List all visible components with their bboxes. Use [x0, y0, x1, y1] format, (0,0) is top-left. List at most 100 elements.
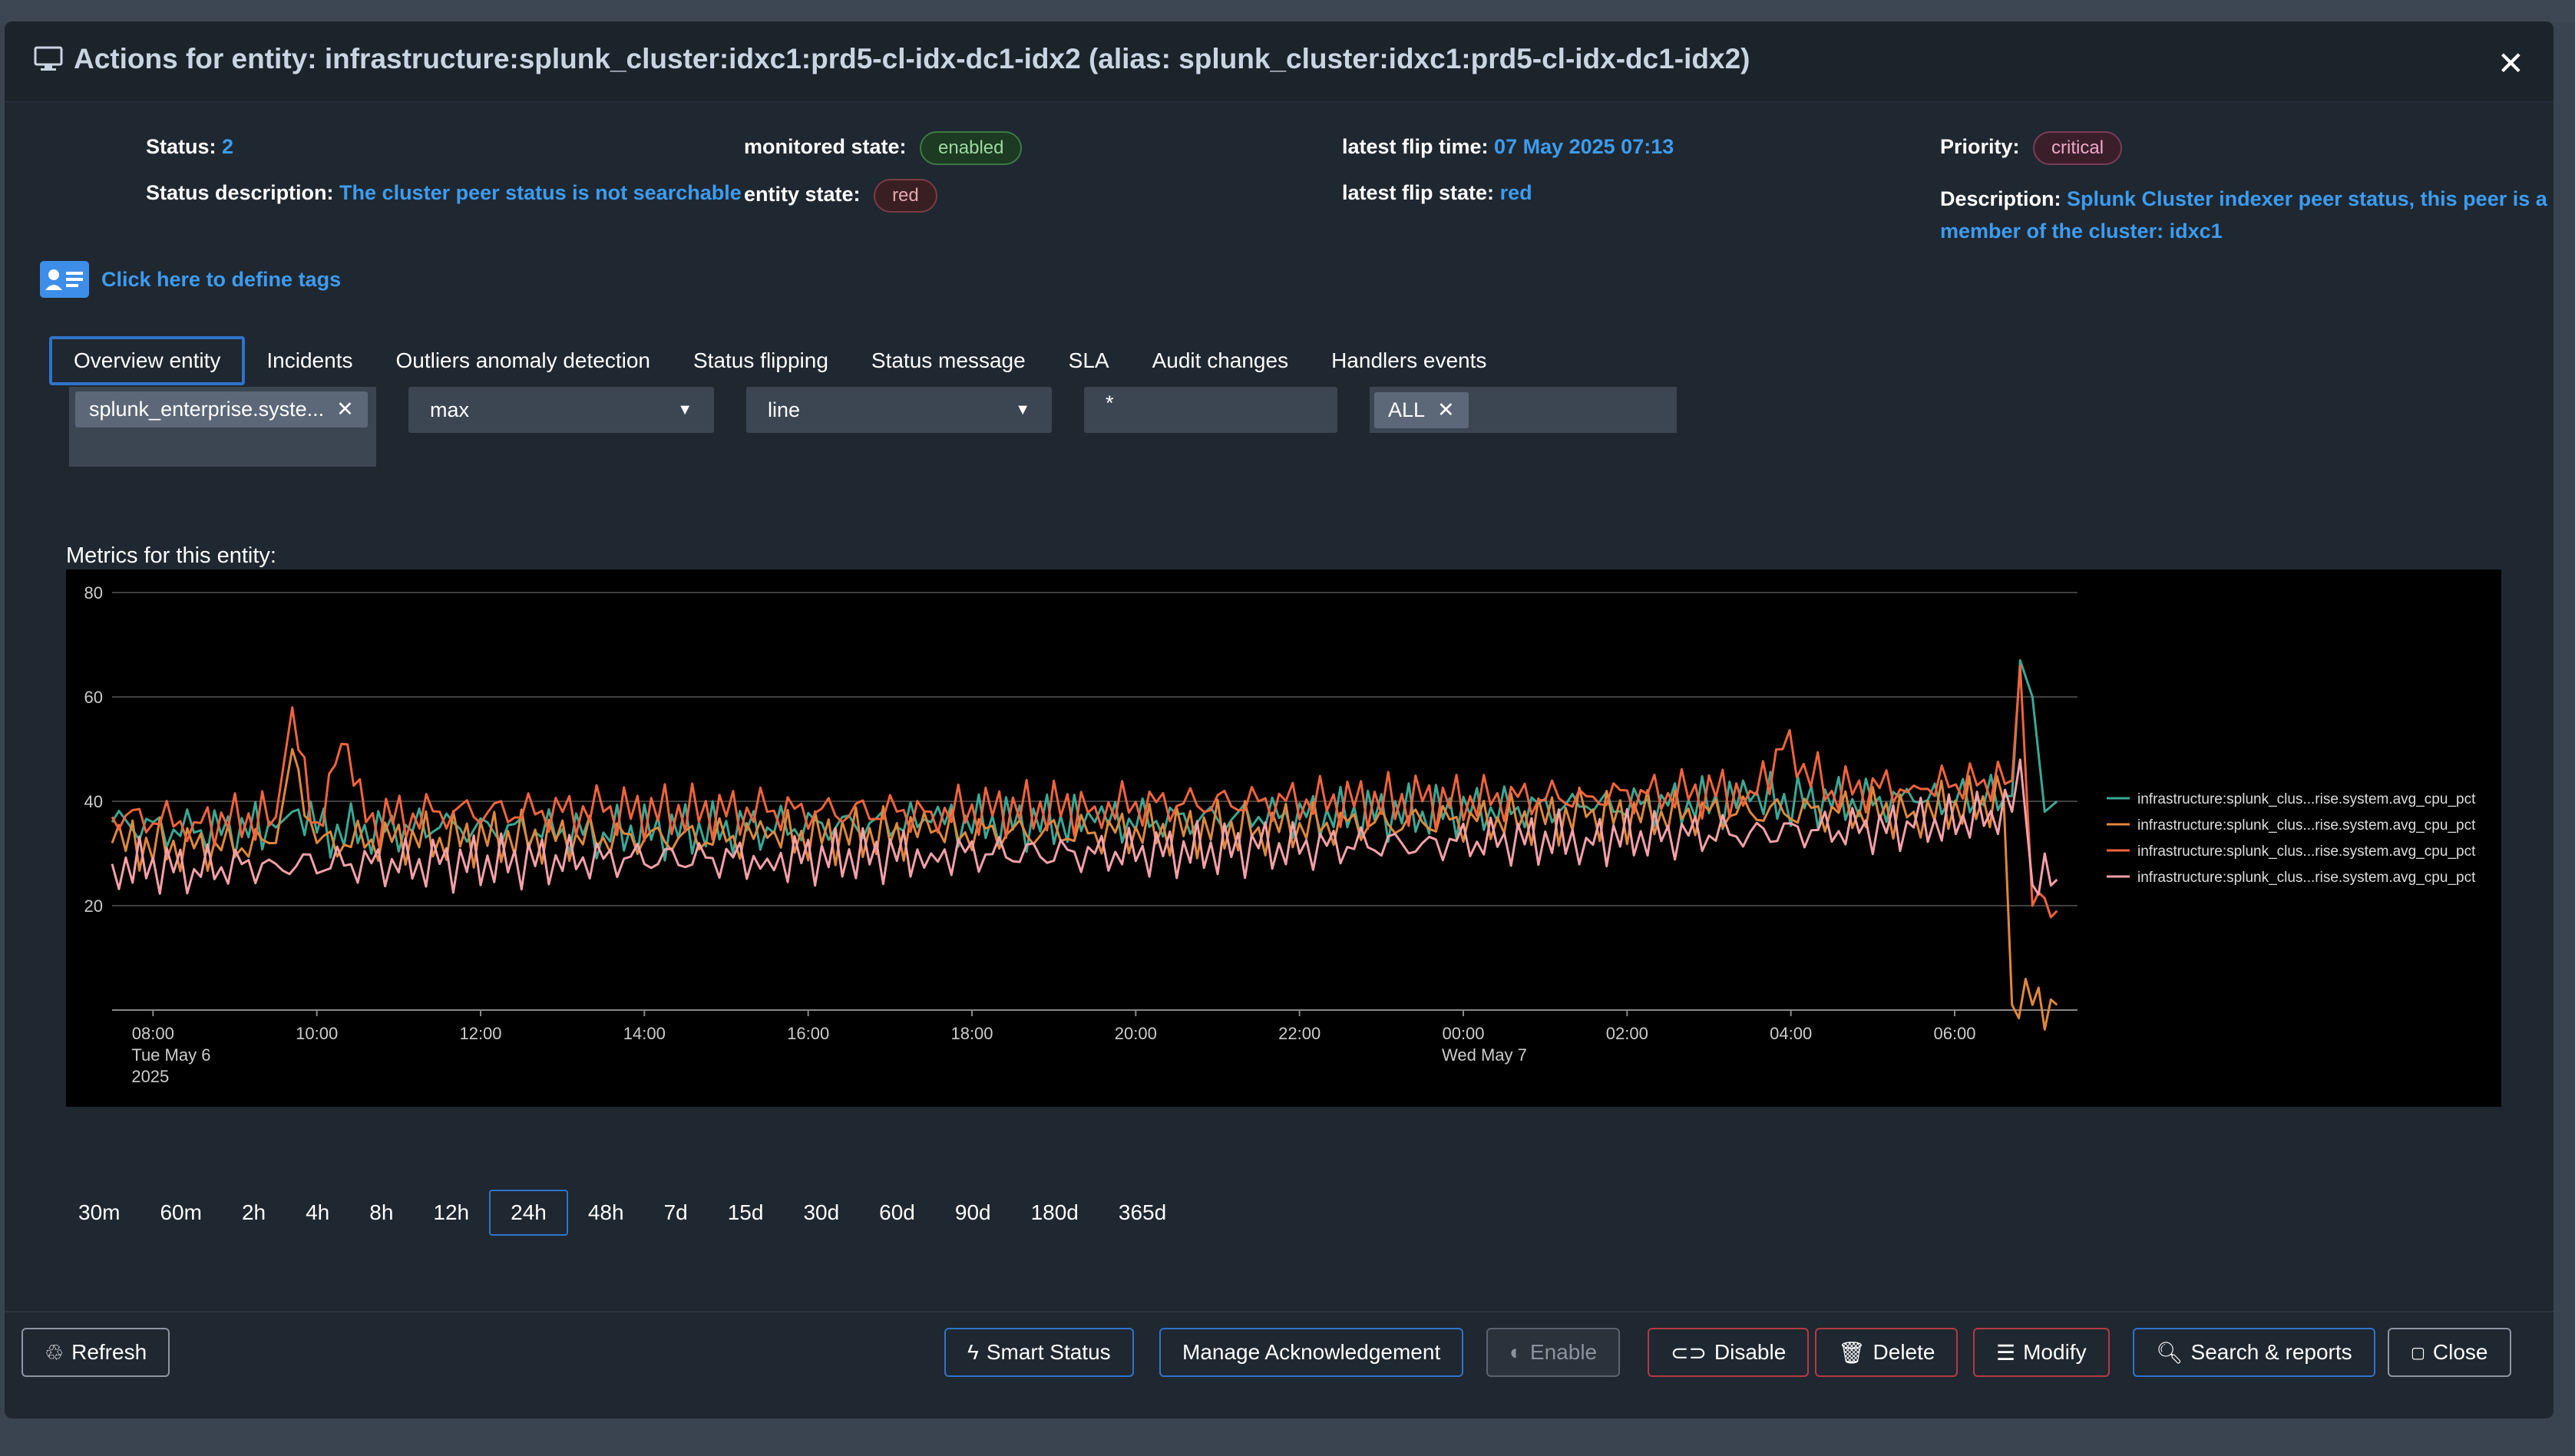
aggregation-value: max: [430, 398, 470, 421]
tab-outliers[interactable]: Outliers anomaly detection: [395, 348, 650, 372]
x-tick-label: 02:00: [1606, 1024, 1648, 1043]
remove-chip-icon[interactable]: ✕: [1437, 398, 1455, 421]
priority-field: Priority: critical: [1940, 131, 2123, 165]
range-30m[interactable]: 30m: [78, 1200, 121, 1224]
priority-badge: critical: [2033, 131, 2123, 165]
range-7d[interactable]: 7d: [663, 1200, 688, 1224]
range-48h[interactable]: 48h: [587, 1200, 624, 1224]
range-2h[interactable]: 2h: [241, 1200, 266, 1224]
enable-button[interactable]: ◐ Enable: [1486, 1328, 1621, 1377]
priority-label: Priority:: [1940, 135, 2020, 159]
metric-chip-label: splunk_enterprise.syste...: [89, 398, 325, 421]
caret-down-icon: ▼: [1015, 401, 1030, 418]
smart-status-button[interactable]: ϟ Smart Status: [944, 1328, 1134, 1377]
refresh-button[interactable]: ♲ Refresh: [21, 1328, 170, 1377]
delete-button[interactable]: 🗑 Delete: [1815, 1328, 1959, 1377]
y-tick-label: 80: [84, 583, 103, 603]
handlers-multiselect[interactable]: ALL ✕: [1370, 387, 1677, 433]
close-label: Close: [2432, 1340, 2488, 1364]
manage-ack-label: Manage Acknowledgement: [1182, 1340, 1441, 1364]
range-60d[interactable]: 60d: [879, 1200, 915, 1224]
enable-label: Enable: [1529, 1340, 1598, 1364]
monitor-icon: [34, 46, 63, 71]
x-tick-sublabel: 2025: [131, 1067, 169, 1086]
manage-acknowledgement-button[interactable]: Manage Acknowledgement: [1159, 1328, 1464, 1377]
disable-button[interactable]: ⊂⊃ Disable: [1648, 1328, 1810, 1377]
modal-title: Actions for entity: infrastructure:splun…: [34, 43, 1750, 75]
x-tick-label: 14:00: [623, 1024, 666, 1043]
tab-handlers-events[interactable]: Handlers events: [1331, 348, 1487, 372]
range-60m[interactable]: 60m: [160, 1200, 202, 1224]
search-reports-button[interactable]: 🔍︎ Search & reports: [2133, 1328, 2375, 1377]
flip-state-label: latest flip state:: [1342, 181, 1495, 204]
series-line: [111, 748, 2058, 1031]
legend-label: infrastructure:splunk_clus...rise.system…: [2137, 817, 2476, 834]
description-value-line1: Splunk Cluster indexer peer status, this…: [2067, 187, 2547, 210]
smart-status-label: Smart Status: [986, 1340, 1111, 1364]
legend-label: infrastructure:splunk_clus...rise.system…: [2137, 791, 2476, 807]
legend-label: infrastructure:splunk_clus...rise.system…: [2137, 870, 2476, 886]
aggregation-select[interactable]: max ▼: [408, 387, 714, 433]
x-tick-label: 22:00: [1278, 1024, 1321, 1043]
range-365d[interactable]: 365d: [1118, 1200, 1167, 1224]
range-15d[interactable]: 15d: [727, 1200, 764, 1224]
range-180d[interactable]: 180d: [1030, 1200, 1079, 1224]
tab-overview-entity[interactable]: Overview entity: [49, 336, 246, 385]
background-app: [0, 0, 2575, 23]
flip-time-field: latest flip time: 07 May 2025 07:13: [1342, 135, 1674, 159]
chart-type-value: line: [768, 398, 801, 421]
tab-audit-changes[interactable]: Audit changes: [1152, 348, 1289, 372]
search-icon: 🔍︎: [2156, 1340, 2183, 1365]
description-value-line2: member of the cluster: idxc1: [1940, 220, 2223, 243]
id-card-icon: [40, 261, 89, 298]
range-90d[interactable]: 90d: [954, 1200, 991, 1224]
filter-input[interactable]: *: [1084, 387, 1337, 433]
chart-type-select[interactable]: line ▼: [746, 387, 1052, 433]
metric-chip: splunk_enterprise.syste... ✕: [75, 391, 368, 428]
modify-button[interactable]: ☰ Modify: [1973, 1328, 2110, 1377]
tab-status-flipping[interactable]: Status flipping: [693, 348, 828, 372]
range-24h[interactable]: 24h: [489, 1190, 568, 1236]
status-description-value[interactable]: The cluster peer status is not searchabl…: [339, 181, 742, 204]
status-description-field: Status description: The cluster peer sta…: [146, 181, 742, 205]
remove-chip-icon[interactable]: ✕: [336, 398, 354, 421]
define-tags-label[interactable]: Click here to define tags: [101, 267, 342, 291]
x-tick-sublabel: Wed May 7: [1442, 1045, 1527, 1065]
status-value[interactable]: 2: [222, 135, 234, 158]
define-tags-link[interactable]: Click here to define tags: [40, 261, 341, 298]
tab-status-message[interactable]: Status message: [871, 348, 1026, 372]
metric-multiselect[interactable]: splunk_enterprise.syste... ✕: [69, 387, 376, 467]
x-tick-sublabel: Tue May 6: [131, 1045, 210, 1065]
search-reports-label: Search & reports: [2190, 1340, 2352, 1364]
series-line: [111, 664, 2058, 919]
range-30d[interactable]: 30d: [803, 1200, 840, 1224]
x-tick-label: 06:00: [1933, 1024, 1975, 1043]
x-tick-label: 16:00: [787, 1024, 829, 1043]
toggle-off-icon: ◐: [1509, 1340, 1522, 1364]
time-range-picker: 30m 60m 2h 4h 8h 12h 24h 48h 7d 15d 30d …: [58, 1190, 1186, 1236]
range-8h[interactable]: 8h: [369, 1200, 394, 1224]
tab-incidents[interactable]: Incidents: [266, 348, 353, 372]
flip-state-value: red: [1499, 181, 1532, 204]
close-button[interactable]: ▢ Close: [2388, 1328, 2511, 1377]
delete-label: Delete: [1873, 1340, 1935, 1364]
refresh-label: Refresh: [71, 1340, 147, 1364]
y-tick-label: 20: [84, 896, 103, 916]
sliders-icon: ☰: [1996, 1340, 2016, 1365]
trash-icon: 🗑: [1838, 1340, 1866, 1365]
flip-state-field: latest flip state: red: [1342, 181, 1532, 205]
entity-state-badge: red: [874, 179, 937, 213]
entity-tabs: Overview entity Incidents Outliers anoma…: [49, 336, 1508, 385]
entity-state-field: entity state: red: [744, 179, 937, 213]
square-icon: ▢: [2411, 1344, 2425, 1362]
series-line: [111, 758, 2058, 896]
modal-header: Actions for entity: infrastructure:splun…: [5, 21, 2554, 102]
tab-sla[interactable]: SLA: [1068, 348, 1109, 372]
metrics-chart: 20 40 60 80 08:00 Tue May 6 2025 10:00 12:00 14:0…: [66, 570, 2501, 1124]
modify-label: Modify: [2023, 1340, 2087, 1364]
status-field: Status: 2: [146, 135, 233, 159]
x-tick-label: 00:00: [1442, 1024, 1484, 1043]
range-12h[interactable]: 12h: [433, 1200, 470, 1224]
range-4h[interactable]: 4h: [306, 1200, 330, 1224]
close-icon[interactable]: ✕: [2497, 45, 2524, 81]
